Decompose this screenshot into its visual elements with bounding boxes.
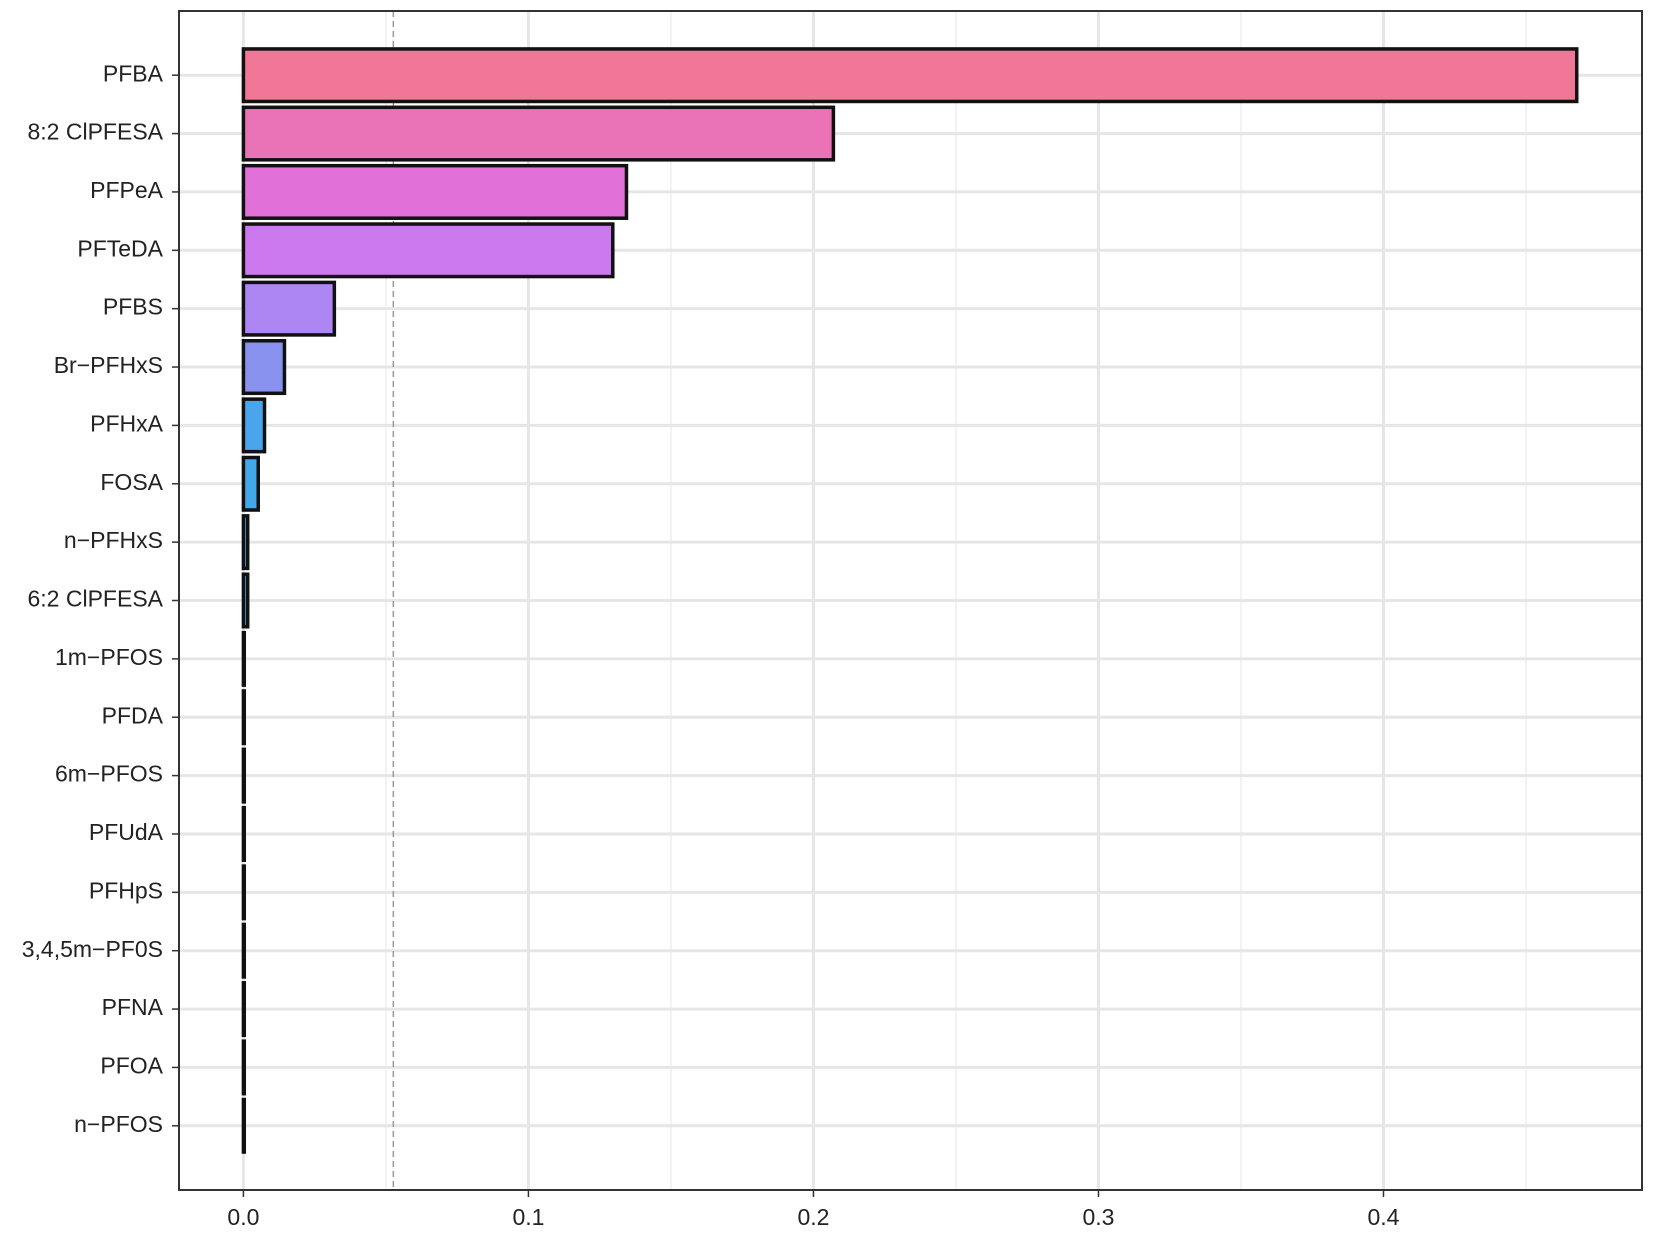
y-tick-label: PFHxA	[90, 410, 164, 436]
y-tick-label: PFBA	[103, 60, 164, 86]
bar	[241, 922, 247, 979]
bar	[241, 805, 247, 862]
panel-border	[178, 10, 1643, 1191]
y-tick-label: PFOA	[100, 1053, 163, 1079]
bar	[241, 455, 260, 512]
y-tick-label: PFUdA	[89, 819, 164, 845]
bar	[241, 514, 250, 571]
y-tick-label: 8:2 ClPFESA	[28, 119, 164, 145]
bar	[241, 1097, 247, 1154]
x-tick-label: 0.2	[797, 1204, 829, 1230]
y-tick-label: PFHpS	[89, 877, 163, 903]
bar	[241, 397, 267, 454]
y-tick-label: 1m−PFOS	[55, 644, 163, 670]
x-tick-label: 0.1	[512, 1204, 544, 1230]
y-tick-label: PFTeDA	[77, 235, 163, 261]
y-tick-label: 6m−PFOS	[55, 761, 163, 787]
y-tick-label: PFBS	[103, 294, 163, 320]
x-tick-label: 0.0	[227, 1204, 259, 1230]
bar	[241, 163, 629, 220]
bar	[241, 105, 836, 162]
y-tick-label: 6:2 ClPFESA	[28, 586, 164, 612]
bar	[241, 747, 247, 804]
bar	[241, 47, 1579, 104]
y-tick-label: n−PFHxS	[64, 527, 163, 553]
bar	[241, 864, 247, 921]
x-tick-label: 0.3	[1082, 1204, 1114, 1230]
y-tick-label: PFPeA	[90, 177, 164, 203]
y-tick-label: FOSA	[100, 469, 163, 495]
bar	[241, 630, 247, 687]
y-tick-label: PFDA	[102, 702, 164, 728]
y-tick-label: 3,4,5m−PF0S	[22, 936, 163, 962]
x-tick-label: 0.4	[1367, 1204, 1399, 1230]
y-tick-label: Br−PFHxS	[54, 352, 163, 378]
y-tick-label: n−PFOS	[74, 1111, 163, 1137]
bar	[241, 222, 615, 279]
bar	[241, 689, 247, 746]
bar	[241, 981, 247, 1038]
bar	[241, 572, 250, 629]
bar	[241, 1039, 247, 1096]
bar	[241, 280, 337, 337]
bar	[241, 339, 287, 396]
y-tick-label: PFNA	[102, 994, 164, 1020]
